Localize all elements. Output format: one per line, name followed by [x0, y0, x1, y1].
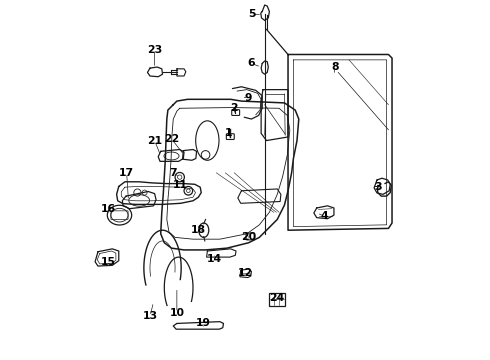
Text: 6: 6 [247, 58, 255, 68]
Text: 17: 17 [119, 168, 134, 178]
Text: 5: 5 [248, 9, 255, 19]
Text: 1: 1 [225, 129, 233, 138]
Text: 24: 24 [269, 293, 284, 303]
Text: 16: 16 [100, 204, 116, 214]
Text: 4: 4 [320, 211, 328, 221]
Text: 13: 13 [143, 311, 157, 321]
Text: 12: 12 [238, 268, 252, 278]
Text: 20: 20 [241, 232, 256, 242]
Text: 23: 23 [147, 45, 162, 55]
Text: 11: 11 [173, 180, 188, 190]
Text: 15: 15 [100, 257, 116, 267]
Text: 19: 19 [196, 319, 211, 328]
Text: 14: 14 [207, 254, 222, 264]
Text: 21: 21 [147, 136, 162, 145]
Text: 8: 8 [331, 62, 339, 72]
Text: 18: 18 [191, 225, 206, 235]
Text: 3: 3 [374, 182, 382, 192]
Text: 2: 2 [230, 103, 237, 113]
Text: 10: 10 [170, 308, 184, 318]
Text: 7: 7 [170, 168, 177, 178]
Text: 22: 22 [164, 134, 179, 144]
Text: 9: 9 [245, 93, 252, 103]
